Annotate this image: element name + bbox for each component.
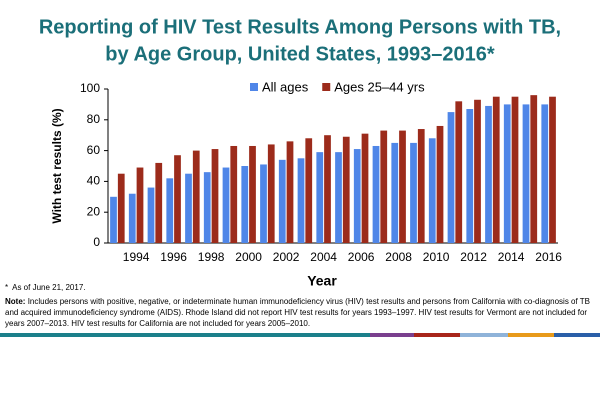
bar: [474, 99, 481, 243]
bar: [380, 130, 388, 243]
bar: [335, 152, 342, 243]
bar: [391, 142, 399, 243]
y-tick-label: 40: [87, 174, 101, 188]
bar: [260, 164, 267, 243]
legend-label: All ages: [262, 79, 309, 94]
bar: [128, 193, 136, 243]
bar: [417, 129, 425, 243]
x-axis-label: Year: [307, 273, 337, 289]
bar: [342, 136, 350, 243]
x-tick-label: 2004: [310, 250, 337, 264]
note-label: Note:: [5, 297, 26, 306]
y-tick-label: 0: [93, 235, 100, 249]
y-tick-label: 60: [87, 143, 101, 157]
x-tick-label: 2010: [423, 250, 450, 264]
bar: [428, 138, 436, 243]
bar: [185, 173, 192, 243]
x-tick-label: 2000: [235, 250, 262, 264]
x-tick-label: 1998: [198, 250, 225, 264]
bar: [278, 159, 286, 243]
bar: [316, 152, 324, 243]
footnote: * As of June 21, 2017.: [5, 283, 86, 292]
bar: [485, 105, 492, 243]
x-tick-label: 2014: [498, 250, 525, 264]
bar: [249, 145, 256, 243]
bar: [466, 109, 474, 244]
y-tick-label: 100: [80, 81, 100, 95]
bar: [117, 173, 125, 243]
y-axis-label: With test results (%): [50, 108, 64, 223]
bar: [436, 125, 444, 243]
bar: [399, 130, 406, 243]
bar: [353, 149, 361, 243]
bar: [530, 95, 538, 243]
footer-strip: [0, 333, 600, 337]
legend-swatch: [250, 83, 258, 91]
bar: [492, 96, 500, 243]
bar: [372, 145, 380, 243]
bar: [522, 104, 530, 244]
legend-swatch: [322, 83, 331, 91]
bar: [222, 167, 230, 243]
bar: [230, 145, 238, 243]
bar: [211, 149, 219, 243]
bar: [147, 187, 155, 243]
bar: [203, 172, 211, 243]
x-tick-label: 2008: [385, 250, 412, 264]
bar: [361, 133, 369, 243]
bar: [410, 142, 417, 243]
bar: [324, 135, 331, 243]
legend-label: Ages 25–44 yrs: [334, 79, 425, 94]
x-tick-label: 2012: [460, 250, 487, 264]
bar: [455, 101, 463, 243]
x-tick-label: 2016: [535, 250, 562, 264]
bar: [549, 96, 556, 243]
note: Note: Includes persons with positive, ne…: [5, 296, 595, 329]
bar: [155, 162, 163, 243]
bar: [241, 166, 249, 243]
bar: [166, 178, 174, 243]
x-tick-label: 2002: [273, 250, 300, 264]
chart-title-line: by Age Group, United States, 1993–2016*: [105, 43, 495, 65]
y-tick-label: 80: [87, 112, 101, 126]
bar: [286, 141, 294, 243]
bar: [541, 104, 549, 244]
bar: [136, 167, 144, 243]
x-tick-label: 1996: [160, 250, 187, 264]
x-tick-label: 2006: [348, 250, 375, 264]
note-text: Includes persons with positive, negative…: [5, 297, 591, 328]
chart-title-line: Reporting of HIV Test Results Among Pers…: [39, 16, 561, 38]
bar: [110, 196, 117, 243]
bar: [297, 158, 305, 243]
bar: [174, 155, 181, 243]
bar: [305, 138, 313, 243]
bar: [267, 144, 275, 243]
bar: [447, 112, 455, 243]
bar: [503, 104, 511, 244]
y-tick-label: 20: [87, 204, 101, 218]
x-tick-label: 1994: [123, 250, 150, 264]
bar: [192, 150, 200, 243]
bar: [511, 96, 519, 243]
